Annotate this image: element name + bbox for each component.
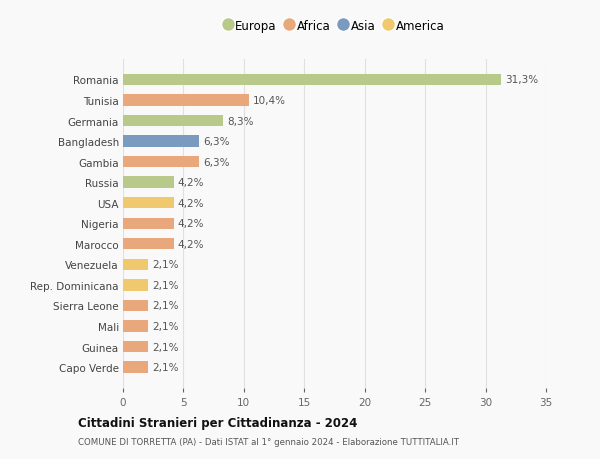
Text: 2,1%: 2,1%: [152, 260, 179, 270]
Bar: [123, 259, 148, 270]
Text: 2,1%: 2,1%: [152, 342, 179, 352]
Bar: [123, 75, 501, 86]
Bar: [123, 239, 174, 250]
Text: 2,1%: 2,1%: [152, 301, 179, 311]
Text: 2,1%: 2,1%: [152, 280, 179, 290]
Text: Cittadini Stranieri per Cittadinanza - 2024: Cittadini Stranieri per Cittadinanza - 2…: [78, 416, 358, 429]
Text: 2,1%: 2,1%: [152, 321, 179, 331]
Bar: [123, 321, 148, 332]
Bar: [123, 136, 199, 147]
Text: COMUNE DI TORRETTA (PA) - Dati ISTAT al 1° gennaio 2024 - Elaborazione TUTTITALI: COMUNE DI TORRETTA (PA) - Dati ISTAT al …: [78, 437, 459, 446]
Text: 4,2%: 4,2%: [178, 198, 204, 208]
Text: 31,3%: 31,3%: [505, 75, 538, 85]
Text: 10,4%: 10,4%: [253, 96, 286, 106]
Legend: Europa, Africa, Asia, America: Europa, Africa, Asia, America: [221, 17, 448, 36]
Text: 6,3%: 6,3%: [203, 157, 229, 167]
Text: 6,3%: 6,3%: [203, 137, 229, 147]
Bar: [123, 198, 174, 209]
Text: 8,3%: 8,3%: [227, 116, 253, 126]
Text: 2,1%: 2,1%: [152, 362, 179, 372]
Text: 4,2%: 4,2%: [178, 219, 204, 229]
Bar: [123, 341, 148, 353]
Bar: [123, 157, 199, 168]
Bar: [123, 300, 148, 311]
Text: 4,2%: 4,2%: [178, 178, 204, 188]
Bar: [123, 280, 148, 291]
Bar: [123, 362, 148, 373]
Bar: [123, 218, 174, 230]
Bar: [123, 116, 223, 127]
Bar: [123, 177, 174, 188]
Bar: [123, 95, 248, 106]
Text: 4,2%: 4,2%: [178, 239, 204, 249]
